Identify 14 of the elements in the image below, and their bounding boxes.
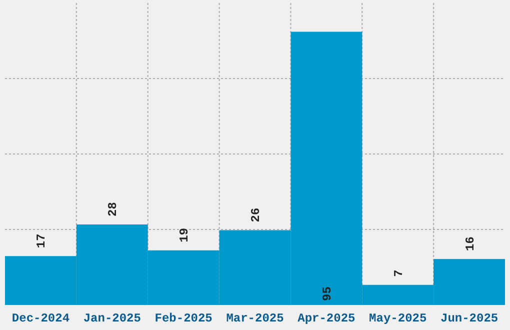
data-label: 28 [106,202,120,216]
x-tick-label: Jan-2025 [83,312,141,326]
data-label: 95 [320,286,334,301]
data-label: 7 [392,270,406,277]
x-tick-label: Apr-2025 [298,312,356,326]
data-label: 16 [463,236,478,251]
x-tick-label: Dec-2024 [12,312,70,326]
data-label: 17 [34,234,49,248]
x-tick-label: Feb-2025 [154,312,212,326]
x-tick-label: Jun-2025 [440,312,498,326]
data-label: 26 [249,208,263,222]
x-tick-label: May-2025 [369,312,427,326]
x-tick-label: Mar-2025 [226,312,284,326]
data-label: 19 [178,228,192,242]
